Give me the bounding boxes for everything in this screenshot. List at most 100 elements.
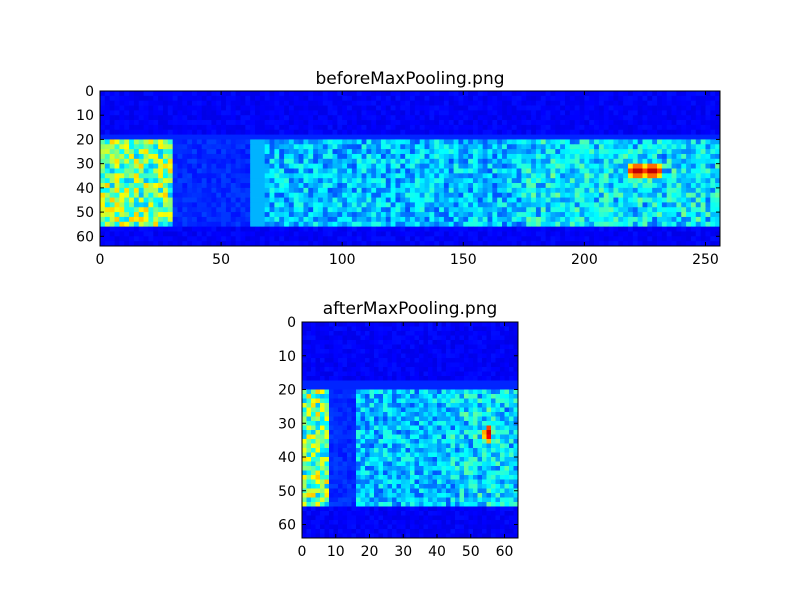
heatmap-cell [100, 207, 106, 213]
heatmap-cell [274, 95, 280, 102]
heatmap-cell [153, 115, 159, 121]
heatmap-cell [459, 353, 465, 359]
heatmap-cell [623, 207, 629, 213]
heatmap-cell [695, 236, 702, 242]
heatmap-cell [513, 385, 519, 390]
heatmap-cell [162, 192, 169, 198]
heatmap-cell [589, 202, 595, 208]
heatmap-cell [380, 202, 387, 208]
heatmap-cell [119, 144, 125, 150]
heatmap-cell [405, 183, 411, 189]
heatmap-cell [535, 202, 542, 208]
heatmap-cell [715, 115, 721, 121]
heatmap-cell [618, 183, 624, 189]
heatmap-cell [383, 331, 388, 336]
heatmap-cell [565, 168, 571, 174]
heatmap-cell [690, 144, 697, 150]
heatmap-cell [351, 207, 358, 213]
heatmap-cell [269, 207, 275, 213]
heatmap-cell [337, 173, 343, 179]
heatmap-cell [322, 236, 329, 242]
heatmap-cell [196, 197, 203, 203]
heatmap-cell [240, 202, 246, 208]
heatmap-cell [148, 91, 154, 97]
heatmap-cell [288, 168, 295, 174]
heatmap-cell [317, 120, 324, 126]
heatmap-cell [356, 197, 362, 203]
heatmap-cell [365, 326, 370, 332]
heatmap-cell [686, 221, 692, 228]
heatmap-cell [351, 358, 357, 363]
heatmap-cell [477, 115, 484, 121]
heatmap-cell [526, 105, 532, 111]
heatmap-cell [302, 358, 307, 363]
heatmap-cell [671, 120, 677, 126]
heatmap-cell [429, 120, 435, 126]
heatmap-cell [410, 376, 415, 381]
heatmap-cell [177, 183, 183, 189]
heatmap-cell [100, 110, 106, 116]
heatmap-cell [463, 241, 469, 247]
heatmap-cell [500, 367, 505, 372]
heatmap-cell [221, 192, 227, 198]
heatmap-cell [298, 187, 304, 194]
heatmap-cell [550, 173, 556, 179]
heatmap-cell [322, 139, 329, 145]
heatmap-cell [216, 100, 222, 106]
heatmap-cell [302, 344, 307, 350]
heatmap-cell [414, 115, 421, 121]
heatmap-cell [317, 241, 324, 247]
heatmap-cell [584, 231, 590, 237]
heatmap-cell [574, 149, 580, 155]
heatmap-cell [342, 241, 348, 247]
heatmap-cell [245, 173, 251, 179]
heatmap-cell [342, 187, 348, 194]
heatmap-cell [705, 105, 711, 111]
heatmap-cell [392, 331, 397, 336]
heatmap-cell [302, 362, 307, 368]
heatmap-cell [671, 178, 677, 184]
heatmap-cell [187, 226, 193, 232]
heatmap-cell [500, 362, 505, 368]
heatmap-cell [148, 226, 154, 232]
heatmap-cell [337, 139, 343, 145]
heatmap-cell [613, 202, 619, 208]
heatmap-cell [540, 207, 547, 213]
heatmap-cell [468, 139, 474, 145]
heatmap-cell [690, 197, 697, 203]
heatmap-cell [492, 173, 498, 179]
heatmap-cell [448, 197, 454, 203]
heatmap-cell [477, 331, 483, 336]
heatmap-cell [516, 231, 522, 237]
heatmap-cell [371, 120, 377, 126]
heatmap-cell [419, 129, 425, 135]
heatmap-cell [448, 173, 454, 179]
heatmap-cell [652, 134, 658, 140]
heatmap-cell [235, 105, 241, 111]
heatmap-cell [700, 178, 706, 184]
heatmap-cell [365, 376, 370, 381]
heatmap-cell [652, 187, 658, 194]
heatmap-cell [579, 216, 585, 223]
heatmap-cell [676, 100, 682, 106]
heatmap-cell [376, 153, 382, 160]
heatmap-cell [216, 124, 222, 131]
heatmap-cell [240, 139, 246, 145]
heatmap-cell [279, 153, 285, 160]
heatmap-cell [211, 241, 217, 247]
heatmap-cell [400, 192, 406, 198]
heatmap-cell [306, 322, 312, 327]
heatmap-cell [502, 91, 508, 97]
heatmap-cell [695, 91, 702, 97]
heatmap-cell [443, 207, 450, 213]
heatmap-cell [441, 380, 447, 386]
heatmap-cell [351, 344, 357, 350]
heatmap-cell [627, 134, 634, 140]
heatmap-cell [603, 100, 609, 106]
heatmap-cell [681, 207, 687, 213]
heatmap-cell [565, 95, 571, 102]
heatmap-cell [637, 178, 643, 184]
heatmap-cell [162, 202, 169, 208]
heatmap-cell [230, 192, 237, 198]
heatmap-cell [192, 100, 198, 106]
